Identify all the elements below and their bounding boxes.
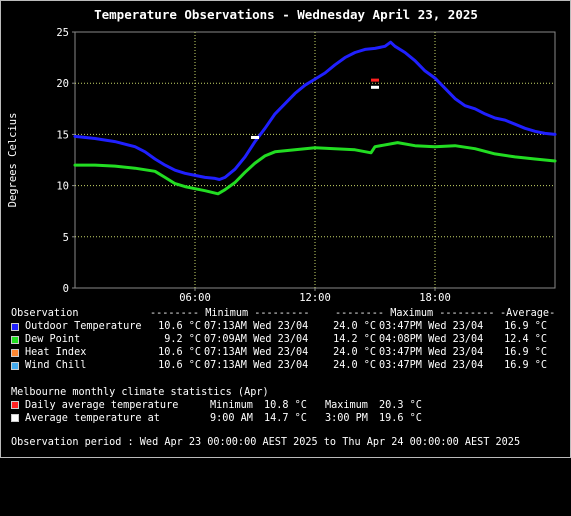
row-min: 9.2 °C (164, 333, 201, 345)
y-axis-label: Degrees Celcius (7, 113, 19, 208)
y-tick-label: 5 (63, 232, 69, 244)
daily-average-min: 10.8 °C (264, 399, 307, 411)
row-avg: 16.9 °C (504, 359, 547, 371)
observation-period: Observation period : Wed Apr 23 00:00:00… (11, 437, 521, 448)
daily-average-max: 20.3 °C (379, 399, 422, 411)
average-temperature-marker (251, 135, 259, 139)
average-at-value-1: 14.7 °C (264, 412, 307, 424)
daily-average-swatch (11, 400, 19, 409)
row-label: Dew Point (25, 333, 81, 345)
row-label: Outdoor Temperature (25, 320, 142, 332)
grid-lines (75, 32, 555, 288)
row-min-time: 07:13AM Wed 23/04 (204, 346, 309, 358)
daily-average-marker (371, 78, 379, 82)
daily-average-label: Daily average temperature (25, 399, 179, 411)
table-header: Observation -------- Minimum --------- -… (11, 308, 566, 321)
climate-row-daily-average: Daily average temperature Minimum 10.8 °… (11, 399, 566, 412)
y-tick-label: 0 (63, 283, 69, 295)
outdoor-temperature-line (73, 40, 557, 181)
table-row: Wind Chill 10.6 °C 07:13AM Wed 23/04 24.… (11, 360, 566, 373)
average-at-swatch (11, 413, 19, 422)
row-avg: 16.9 °C (504, 346, 547, 358)
row-max: 24.0 °C (333, 320, 376, 332)
climate-markers (251, 78, 379, 139)
header-observation: Observation (11, 308, 79, 319)
row-min: 10.6 °C (158, 359, 201, 371)
daily-average-max-label: Maximum (325, 399, 368, 411)
climate-title: Melbourne monthly climate statistics (Ap… (11, 387, 269, 398)
observation-table: Observation -------- Minimum --------- -… (11, 308, 566, 372)
x-tick-labels: 06:00 12:00 18:00 (179, 288, 451, 304)
row-avg: 16.9 °C (504, 320, 547, 332)
daily-average-min-label: Minimum (210, 399, 253, 411)
row-max: 24.0 °C (333, 346, 376, 358)
dew-point-line (73, 141, 557, 196)
y-tick-label: 25 (56, 27, 69, 39)
table-row: Heat Index 10.6 °C 07:13AM Wed 23/04 24.… (11, 347, 566, 360)
y-tick-labels: 0 5 10 15 20 25 (56, 27, 75, 295)
row-max-time: 03:47PM Wed 23/04 (379, 320, 484, 332)
x-tick-label: 06:00 (179, 292, 211, 304)
table-row: Dew Point 9.2 °C 07:09AM Wed 23/04 14.2 … (11, 334, 566, 347)
row-avg: 12.4 °C (504, 333, 547, 345)
plot-area (74, 31, 556, 289)
average-at-label: Average temperature at (25, 412, 160, 424)
row-max: 24.0 °C (333, 359, 376, 371)
y-tick-label: 10 (56, 181, 69, 193)
series-lines (73, 40, 557, 196)
wind-chill-swatch (11, 361, 19, 370)
row-min-time: 07:13AM Wed 23/04 (204, 359, 309, 371)
x-tick-label: 12:00 (299, 292, 331, 304)
temperature-chart: Temperature Observations - Wednesday Apr… (7, 7, 557, 304)
row-min: 10.6 °C (158, 320, 201, 332)
average-at-value-2: 19.6 °C (379, 412, 422, 424)
average-temperature-marker (371, 85, 379, 89)
row-max-time: 03:47PM Wed 23/04 (379, 359, 484, 371)
header-average: -Average- (500, 308, 556, 319)
row-max-time: 03:47PM Wed 23/04 (379, 346, 484, 358)
header-minimum: -------- Minimum --------- (150, 308, 310, 319)
dew-point-swatch (11, 335, 19, 344)
row-label: Heat Index (25, 346, 87, 358)
table-row: Outdoor Temperature 10.6 °C 07:13AM Wed … (11, 321, 566, 334)
header-maximum: -------- Maximum --------- (335, 308, 495, 319)
average-at-time-2: 3:00 PM (325, 412, 368, 424)
outdoor-temperature-swatch (11, 322, 19, 331)
row-min: 10.6 °C (158, 346, 201, 358)
row-min-time: 07:09AM Wed 23/04 (204, 333, 309, 345)
y-tick-label: 20 (56, 78, 69, 90)
climate-statistics: Melbourne monthly climate statistics (Ap… (11, 386, 566, 425)
row-label: Wind Chill (25, 359, 87, 371)
x-tick-label: 18:00 (419, 292, 451, 304)
row-max-time: 04:08PM Wed 23/04 (379, 333, 484, 345)
row-max: 14.2 °C (333, 333, 376, 345)
climate-row-average-at: Average temperature at 9:00 AM 14.7 °C 3… (11, 412, 566, 425)
row-min-time: 07:13AM Wed 23/04 (204, 320, 309, 332)
heat-index-swatch (11, 348, 19, 357)
average-at-time-1: 9:00 AM (210, 412, 253, 424)
y-tick-label: 15 (56, 129, 69, 141)
chart-title: Temperature Observations - Wednesday Apr… (94, 7, 478, 22)
